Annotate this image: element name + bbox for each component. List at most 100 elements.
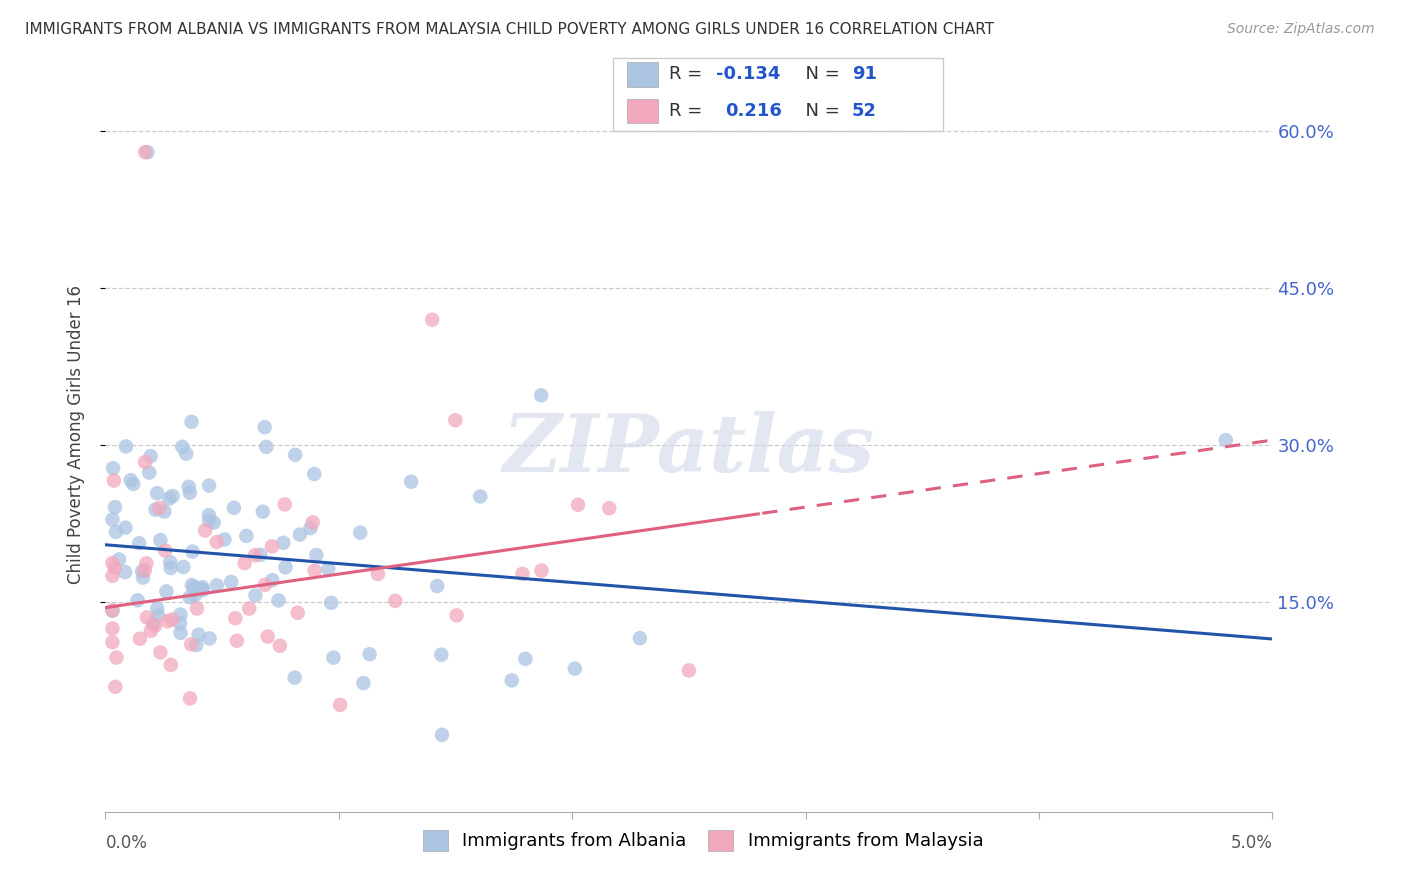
Point [139, 449, 162, 463]
Point [252, 505, 274, 519]
Point [274, 497, 297, 511]
Point [202, 516, 225, 530]
Point [104, 561, 127, 575]
Point [321, 596, 343, 610]
Point [186, 638, 208, 652]
Point [329, 698, 352, 712]
Point [420, 312, 443, 326]
Point [567, 498, 589, 512]
Point [127, 593, 149, 607]
Point [444, 413, 467, 427]
Point [114, 565, 136, 579]
Text: IMMIGRANTS FROM ALBANIA VS IMMIGRANTS FROM MALAYSIA CHILD POVERTY AMONG GIRLS UN: IMMIGRANTS FROM ALBANIA VS IMMIGRANTS FR… [25, 22, 994, 37]
Point [128, 632, 150, 646]
Point [399, 475, 422, 489]
Point [678, 664, 700, 678]
Point [470, 490, 492, 504]
Point [134, 563, 156, 577]
Point [156, 615, 179, 629]
Point [214, 533, 236, 547]
Point [179, 691, 201, 706]
Point [512, 566, 534, 581]
Point [101, 461, 124, 475]
Point [169, 626, 191, 640]
Point [205, 535, 228, 549]
Point [253, 420, 276, 434]
Point [238, 601, 260, 615]
Point [105, 650, 128, 665]
Point [349, 525, 371, 540]
Point [430, 648, 453, 662]
Point [359, 647, 381, 661]
Point [155, 584, 177, 599]
Point [253, 578, 276, 592]
Point [205, 578, 228, 592]
Point [198, 508, 221, 523]
Point [226, 633, 249, 648]
Point [174, 447, 197, 461]
Point [187, 627, 209, 641]
Point [177, 480, 200, 494]
Point [139, 624, 162, 638]
Point [274, 560, 297, 574]
Point [430, 728, 453, 742]
Point [143, 618, 166, 632]
Point [180, 578, 202, 592]
Point [262, 573, 284, 587]
Point [104, 680, 127, 694]
Point [122, 477, 145, 491]
Point [273, 536, 295, 550]
Point [446, 608, 468, 623]
Point [301, 516, 323, 530]
Point [172, 560, 194, 574]
Point [284, 671, 307, 685]
Point [191, 580, 214, 594]
Point [149, 645, 172, 659]
Point [142, 616, 165, 631]
Point [138, 466, 160, 480]
Point [101, 568, 124, 582]
Point [198, 478, 221, 492]
Point [352, 676, 374, 690]
Text: 5.0%: 5.0% [1230, 834, 1272, 852]
Point [135, 557, 157, 571]
Point [564, 662, 586, 676]
Text: ZIPatlas: ZIPatlas [503, 411, 875, 489]
Point [120, 473, 142, 487]
Point [426, 579, 449, 593]
Point [101, 622, 124, 636]
Text: 0.0%: 0.0% [105, 834, 148, 852]
Point [249, 548, 271, 562]
Point [304, 467, 326, 481]
Point [198, 513, 221, 527]
Point [134, 145, 156, 160]
Point [219, 574, 242, 589]
Point [179, 590, 201, 604]
Point [146, 601, 169, 615]
Point [181, 544, 204, 558]
Point [287, 606, 309, 620]
Point [367, 567, 389, 582]
Point [148, 608, 170, 623]
Point [318, 562, 340, 576]
Point [132, 571, 155, 585]
Point [530, 564, 553, 578]
Point [114, 521, 136, 535]
Text: 52: 52 [852, 102, 877, 120]
Point [101, 604, 124, 618]
Text: N =: N = [794, 102, 846, 120]
Point [153, 505, 176, 519]
Text: 91: 91 [852, 65, 877, 84]
Text: R =: R = [669, 65, 709, 84]
Text: 0.216: 0.216 [725, 102, 783, 120]
Point [254, 440, 277, 454]
Point [169, 616, 191, 631]
Point [159, 657, 181, 672]
Point [146, 486, 169, 500]
Point [233, 556, 256, 570]
Point [188, 582, 211, 596]
Point [145, 502, 167, 516]
Y-axis label: Child Poverty Among Girls Under 16: Child Poverty Among Girls Under 16 [66, 285, 84, 584]
Point [260, 540, 283, 554]
Point [135, 610, 157, 624]
